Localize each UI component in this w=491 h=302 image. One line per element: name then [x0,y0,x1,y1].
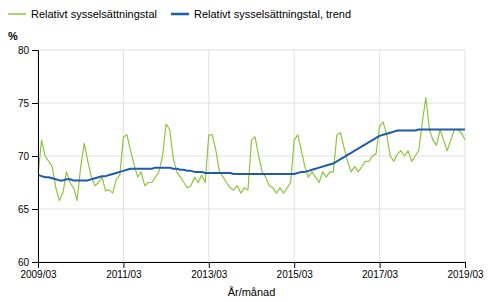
y-grid-line [38,103,465,104]
legend: Relativt sysselsättningstal Relativt syss… [8,8,351,20]
x-axis-title: År/månad [228,286,276,298]
x-tick: 2011/03 [106,262,142,280]
y-tick-mark [32,262,38,263]
x-tick-label: 2015/03 [277,269,314,280]
x-tick-mark [294,262,295,268]
y-tick: 80 [18,45,38,56]
x-tick: 2015/03 [277,262,314,280]
grid [38,50,465,262]
y-tick: 60 [18,257,38,268]
x-tick-label: 2019/03 [447,269,484,280]
y-axis-line [32,51,39,263]
y-tick: 75 [18,98,38,109]
x-tick: 2019/03 [447,262,484,280]
y-tick-label: 60 [18,257,30,268]
x-tick-label: 2017/03 [362,269,399,280]
x-grid-line [294,50,295,262]
legend-swatch [8,13,26,15]
y-grid-line [38,50,465,51]
x-axis: 2009/03 2011/03 2013/03 2015/03 2017/03 2019/… [20,262,484,280]
x-tick-mark [465,262,466,268]
x-tick-label: 2011/03 [106,269,142,280]
y-tick-mark [32,103,38,104]
x-tick-mark [123,262,124,268]
y-tick-label: 70 [18,151,30,162]
legend-label: Relativt sysselsättningstal, trend [194,8,351,20]
y-tick-label: 75 [18,98,30,109]
x-tick: 2017/03 [362,262,399,280]
x-axis-line [39,263,466,269]
legend-item: Relativt sysselsättningstal [8,8,157,20]
legend-label: Relativt sysselsättningstal [31,8,157,20]
legend-item: Relativt sysselsättningstal, trend [171,8,351,20]
x-grid-line [123,50,124,262]
x-grid-line [465,50,466,262]
x-grid-line [379,50,380,262]
y-grid-line [38,156,465,157]
x-grid-line [208,50,209,262]
y-axis-title: % [8,30,18,42]
x-tick-mark [380,262,381,268]
chart: 2009/03 2011/03 2013/03 2015/03 2017/03 2019/… [0,0,491,302]
lines [38,98,465,201]
y-tick-label: 65 [18,204,30,215]
legend-swatch [171,13,189,16]
y-tick: 65 [18,204,38,215]
plot-area: 2009/03 2011/03 2013/03 2015/03 2017/03 2019/… [18,45,484,280]
x-tick: 2013/03 [191,262,228,280]
y-tick-mark [32,209,38,210]
y-tick-mark [32,50,38,51]
y-tick-mark [32,156,38,157]
y-tick-label: 80 [18,45,30,56]
series-line [38,130,465,181]
y-axis: 60 65 70 75 80 [18,45,39,268]
x-tick-mark [209,262,210,268]
series-line [38,98,465,201]
y-tick: 70 [18,151,38,162]
x-tick-label: 2009/03 [20,269,57,280]
y-grid-line [38,209,465,210]
x-tick-label: 2013/03 [191,269,228,280]
